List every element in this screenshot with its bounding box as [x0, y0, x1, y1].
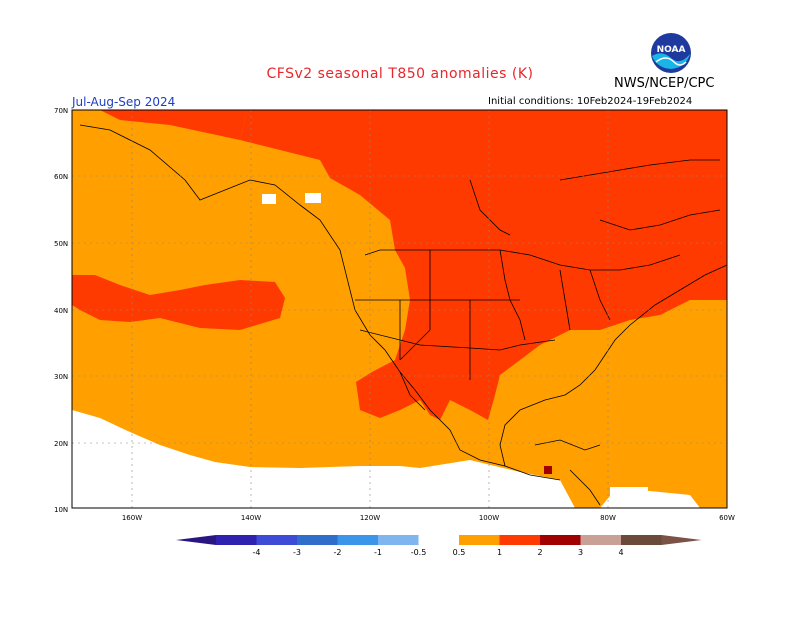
- neutral-gap-south-pacific: [72, 440, 250, 508]
- colorbar-swatch: [459, 535, 500, 545]
- lat-label: 40N: [54, 307, 68, 315]
- colorbar-label: -1: [374, 548, 382, 557]
- lat-label: 50N: [54, 240, 68, 248]
- anomaly-region-1-2-pacific-band: [72, 275, 285, 330]
- colorbar-swatch: [499, 535, 540, 545]
- map-frame: [71, 109, 728, 509]
- organization-label: NWS/NCEP/CPC: [614, 76, 715, 91]
- colorbar-swatch: [378, 535, 419, 545]
- colorbar-label: 3: [578, 548, 583, 557]
- coastlines: [79, 124, 728, 506]
- colorbar-swatch: [418, 535, 459, 545]
- neutral-gap-canada: [305, 193, 321, 203]
- colorbar-swatch: [297, 535, 338, 545]
- colorbar-label: -3: [293, 548, 301, 557]
- anomaly-region-2-3: [544, 466, 552, 474]
- neutral-gap-caribbean: [610, 487, 648, 508]
- initial-conditions: Initial conditions: 10Feb2024-19Feb2024: [488, 96, 693, 107]
- lon-label: 160W: [122, 514, 142, 522]
- colorbar: -4 -3 -2 -1 -0.5 0.5 1 2 3 4: [176, 535, 702, 557]
- forecast-period: Jul-Aug-Sep 2024: [72, 95, 176, 109]
- lon-label: 140W: [241, 514, 261, 522]
- colorbar-label: 1: [497, 548, 502, 557]
- anomaly-region-1-2-alaska-edge: [100, 110, 247, 140]
- lat-label: 70N: [54, 107, 68, 115]
- lat-label: 30N: [54, 373, 68, 381]
- lon-label: 100W: [479, 514, 499, 522]
- colorbar-label: 2: [537, 548, 542, 557]
- colorbar-swatch: [337, 535, 378, 545]
- colorbar-high-arrow: [661, 535, 702, 545]
- colorbar-swatch: [216, 535, 257, 545]
- svg-text:NOAA: NOAA: [657, 45, 686, 55]
- noaa-logo-icon: NOAA: [650, 32, 692, 74]
- colorbar-label: 0.5: [453, 548, 466, 557]
- colorbar-swatch: [256, 535, 297, 545]
- lat-label: 60N: [54, 173, 68, 181]
- lon-label: 80W: [600, 514, 616, 522]
- colorbar-swatch: [621, 535, 662, 545]
- colorbar-label: -4: [253, 548, 261, 557]
- colorbar-swatch: [540, 535, 581, 545]
- colorbar-label: -2: [334, 548, 342, 557]
- colorbar-swatch: [580, 535, 621, 545]
- anomaly-region-1-2-north: [240, 110, 727, 420]
- colorbar-label: 4: [618, 548, 623, 557]
- lon-label: 120W: [360, 514, 380, 522]
- lat-label: 10N: [54, 506, 68, 514]
- neutral-gap-alaska: [262, 194, 276, 204]
- map-title: CFSv2 seasonal T850 anomalies (K): [266, 66, 534, 82]
- colorbar-label: -0.5: [411, 548, 427, 557]
- colorbar-low-arrow: [176, 535, 216, 545]
- lat-label: 20N: [54, 440, 68, 448]
- graticule: [72, 110, 727, 508]
- lon-label: 60W: [719, 514, 735, 522]
